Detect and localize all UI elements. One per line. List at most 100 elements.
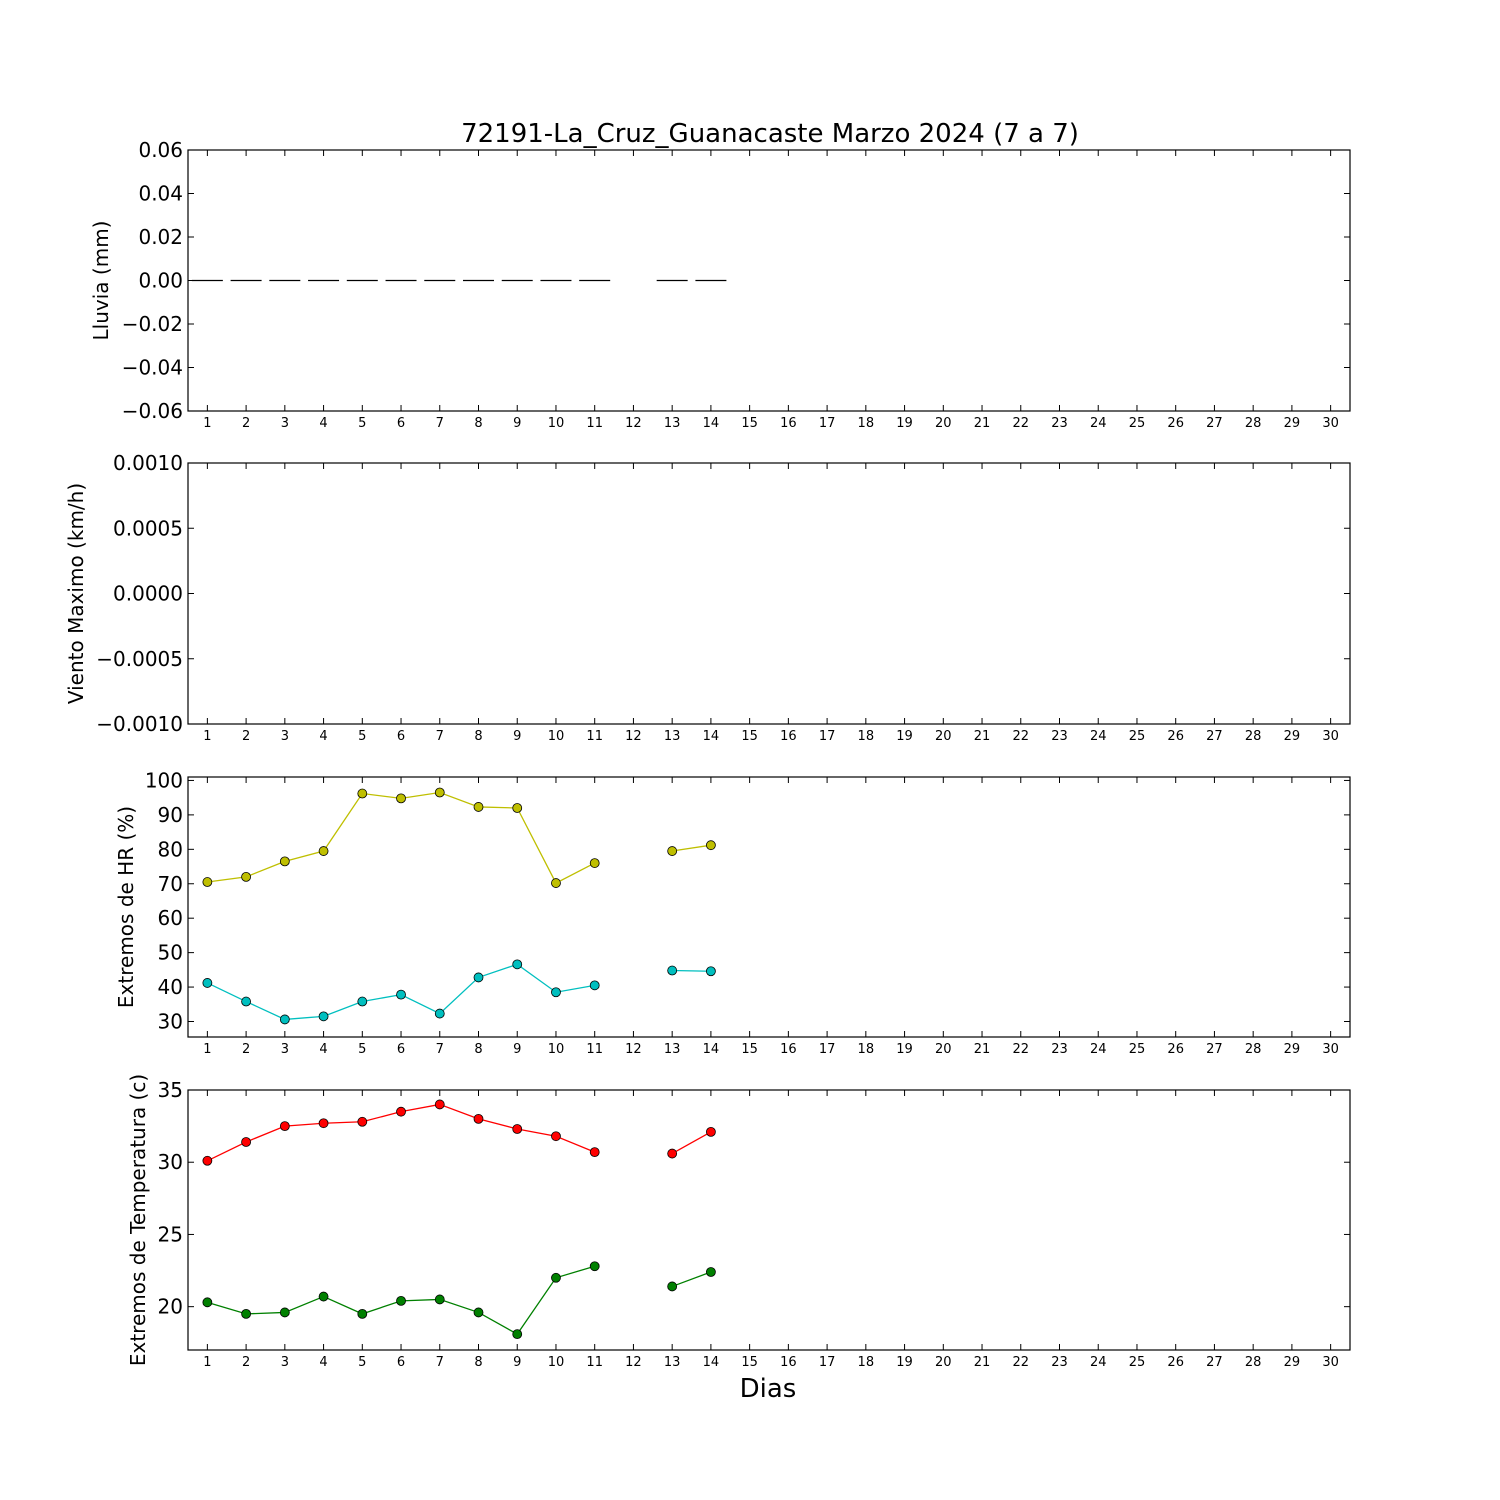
x-tick-label: 22 bbox=[1012, 729, 1029, 744]
x-tick-label: 25 bbox=[1129, 1355, 1146, 1370]
y-tick-label: 25 bbox=[158, 1222, 183, 1246]
series-2 bbox=[202, 959, 716, 1025]
x-tick-label: 26 bbox=[1167, 1355, 1184, 1370]
x-tick-label: 7 bbox=[436, 416, 444, 431]
y-axis-label: Extremos de Temperatura (c) bbox=[126, 1074, 150, 1366]
x-tick-label: 22 bbox=[1012, 1355, 1029, 1370]
data-point bbox=[434, 787, 445, 798]
x-tick-label: 28 bbox=[1245, 1355, 1262, 1370]
panels: 0.060.040.020.00−0.02−0.04−0.061 2 3 4 5 6 7 8 9… bbox=[64, 138, 1351, 1370]
x-tick-label: 4 bbox=[319, 1042, 327, 1057]
x-tick-label: 7 bbox=[436, 1042, 444, 1057]
data-point bbox=[241, 1137, 252, 1147]
y-tick-label: 90 bbox=[158, 803, 183, 827]
x-tick-label: 7 bbox=[436, 729, 444, 744]
x-tick-label: 2 bbox=[242, 729, 250, 744]
x-tick-label: 20 bbox=[935, 729, 952, 744]
x-tick-label: 15 bbox=[741, 1042, 758, 1057]
x-tick-label: 10 bbox=[548, 1355, 565, 1370]
chart-title: 72191-La_Cruz_Guanacaste Marzo 2024 (7 a… bbox=[461, 119, 1079, 149]
data-point bbox=[551, 1131, 561, 1142]
x-tick-label: 10 bbox=[548, 416, 565, 431]
x-tick-label: 23 bbox=[1051, 416, 1068, 431]
data-point bbox=[396, 793, 406, 804]
series-line bbox=[672, 844, 711, 852]
x-tick-label: 6 bbox=[397, 729, 405, 744]
x-tick-label: 27 bbox=[1206, 416, 1223, 431]
x-tick-label: 2 bbox=[242, 1042, 250, 1057]
x-tick-label: 4 bbox=[319, 416, 327, 431]
data-point bbox=[551, 987, 561, 998]
data-point bbox=[512, 803, 523, 813]
series-line bbox=[672, 969, 711, 972]
x-tick-label: 26 bbox=[1167, 416, 1184, 431]
y-tick-label: −0.06 bbox=[122, 399, 183, 423]
y-tick-label: 30 bbox=[158, 1010, 183, 1034]
x-tick-label: 25 bbox=[1129, 416, 1146, 431]
x-tick-label: 11 bbox=[586, 1042, 603, 1057]
y-tick-label: 0.0005 bbox=[113, 516, 183, 540]
x-tick-label: 16 bbox=[780, 1042, 797, 1057]
x-tick-label: 24 bbox=[1090, 1355, 1107, 1370]
x-tick-label: 13 bbox=[664, 1042, 681, 1057]
data-point bbox=[512, 1124, 523, 1134]
x-tick-label: 12 bbox=[625, 1042, 642, 1057]
x-tick-label: 11 bbox=[586, 729, 603, 744]
data-point bbox=[279, 1014, 290, 1025]
x-tick-label: 19 bbox=[896, 1042, 913, 1057]
x-tick-label: 19 bbox=[896, 1355, 913, 1370]
x-tick-label: 20 bbox=[935, 1042, 952, 1057]
data-point bbox=[279, 856, 290, 867]
x-tick-label: 18 bbox=[858, 416, 875, 431]
x-tick-label: 27 bbox=[1206, 1355, 1223, 1370]
x-tick-label: 8 bbox=[474, 1042, 482, 1057]
data-point bbox=[667, 965, 678, 976]
panel-1: 0.060.040.020.00−0.02−0.04−0.061 2 3 4 5 6 7 8 9… bbox=[89, 138, 1351, 431]
series-line bbox=[671, 1131, 712, 1155]
y-tick-label: 30 bbox=[158, 1150, 183, 1174]
y-tick-label: 0.0000 bbox=[113, 582, 183, 606]
x-tick-label: 5 bbox=[358, 1355, 366, 1370]
data-point bbox=[667, 846, 678, 856]
x-tick-label: 20 bbox=[935, 416, 952, 431]
x-tick-label: 17 bbox=[819, 416, 836, 431]
x-tick-label: 24 bbox=[1090, 1042, 1107, 1057]
y-axis-label: Lluvia (mm) bbox=[89, 221, 113, 341]
x-tick-label: 26 bbox=[1167, 1042, 1184, 1057]
x-tick-label: 22 bbox=[1012, 416, 1029, 431]
x-tick-label: 25 bbox=[1129, 729, 1146, 744]
y-tick-label: −0.02 bbox=[122, 312, 183, 336]
x-tick-label: 18 bbox=[858, 729, 875, 744]
x-tick-label: 11 bbox=[586, 416, 603, 431]
data-point bbox=[318, 1011, 329, 1022]
x-tick-label: 1 bbox=[203, 416, 211, 431]
data-point bbox=[202, 978, 213, 988]
data-point bbox=[589, 1147, 600, 1158]
x-tick-label: 14 bbox=[703, 416, 720, 431]
x-tick-label: 27 bbox=[1206, 729, 1223, 744]
x-tick-label: 6 bbox=[397, 1355, 405, 1370]
y-tick-label: 20 bbox=[158, 1295, 183, 1319]
x-tick-label: 22 bbox=[1012, 1042, 1029, 1057]
x-tick-label: 12 bbox=[625, 1355, 642, 1370]
x-tick-label: 26 bbox=[1167, 729, 1184, 744]
x-tick-label: 16 bbox=[780, 729, 797, 744]
x-tick-label: 23 bbox=[1051, 729, 1068, 744]
x-tick-label: 30 bbox=[1322, 1355, 1339, 1370]
x-tick-label: 30 bbox=[1322, 416, 1339, 431]
x-tick-label: 8 bbox=[474, 729, 482, 744]
data-point bbox=[202, 877, 213, 887]
data-point bbox=[202, 1297, 213, 1308]
data-point bbox=[706, 1267, 716, 1277]
x-tick-label: 1 bbox=[203, 729, 211, 744]
x-tick-label: 8 bbox=[474, 1355, 482, 1370]
x-tick-label: 17 bbox=[819, 1355, 836, 1370]
x-tick-label: 8 bbox=[474, 416, 482, 431]
x-tick-label: 15 bbox=[741, 1355, 758, 1370]
x-tick-label: 23 bbox=[1051, 1042, 1068, 1057]
x-tick-label: 1 bbox=[203, 1042, 211, 1057]
x-tick-label: 28 bbox=[1245, 416, 1262, 431]
series-line bbox=[671, 1271, 712, 1288]
data-point bbox=[551, 1272, 561, 1283]
